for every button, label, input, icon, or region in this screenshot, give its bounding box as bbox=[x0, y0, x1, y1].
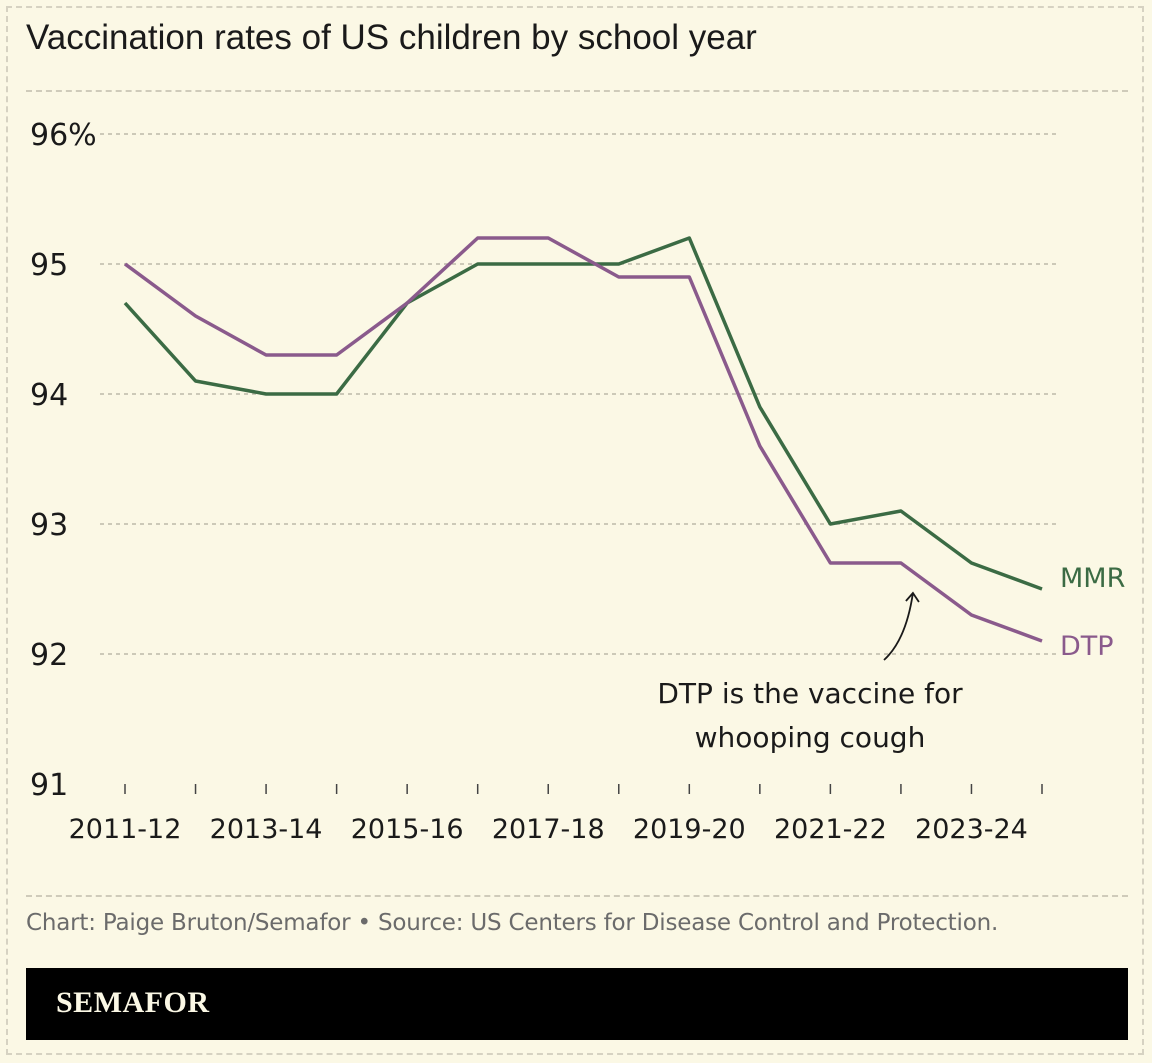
title-divider bbox=[26, 90, 1128, 92]
y-axis: 91 92 93 94 95 96% bbox=[30, 118, 97, 803]
chart-frame bbox=[6, 6, 1144, 1055]
y-tick-label: 93 bbox=[30, 508, 68, 543]
annotation-text: whooping cough bbox=[695, 721, 926, 754]
footer-divider bbox=[26, 895, 1128, 897]
series-line-mmr bbox=[123, 236, 1043, 591]
x-axis: 2011-12 2013-14 2015-16 2017-18 2019-20 2021-… bbox=[69, 784, 1043, 845]
y-tick-label: 95 bbox=[30, 248, 68, 283]
series-layer bbox=[123, 236, 1043, 643]
series-labels: MMR DTP bbox=[1060, 563, 1125, 662]
y-tick-label: 92 bbox=[30, 638, 68, 673]
x-tick-label: 2021-22 bbox=[774, 814, 887, 845]
annotation-arrowhead bbox=[905, 591, 920, 603]
semafor-logo: SEMAFOR bbox=[56, 986, 210, 1019]
x-tick-label: 2019-20 bbox=[633, 814, 746, 845]
annotation-arrow bbox=[883, 592, 914, 661]
x-tick-label: 2023-24 bbox=[915, 814, 1028, 845]
x-tick-label: 2015-16 bbox=[351, 814, 464, 845]
annotation: DTP is the vaccine for whooping cough bbox=[657, 591, 963, 754]
x-tick-label: 2017-18 bbox=[492, 814, 605, 845]
brand-bar: SEMAFOR bbox=[26, 968, 1128, 1040]
annotation-text: DTP is the vaccine for bbox=[657, 677, 963, 710]
chart-credit: Chart: Paige Bruton/Semafor • Source: US… bbox=[26, 910, 999, 936]
series-label-mmr: MMR bbox=[1060, 563, 1125, 594]
grid-layer bbox=[100, 133, 1060, 655]
y-tick-label: 96% bbox=[30, 118, 97, 153]
chart-title: Vaccination rates of US children by scho… bbox=[26, 18, 757, 57]
y-tick-label: 94 bbox=[30, 378, 68, 413]
series-label-dtp: DTP bbox=[1060, 631, 1114, 662]
y-tick-label: 91 bbox=[30, 768, 68, 803]
x-tick-label: 2011-12 bbox=[69, 814, 182, 845]
line-chart: 91 92 93 94 95 96% 2011-12 2013-14 2015-16 2017-… bbox=[30, 118, 1125, 845]
series-line-dtp bbox=[123, 236, 1043, 643]
x-tick-label: 2013-14 bbox=[210, 814, 323, 845]
